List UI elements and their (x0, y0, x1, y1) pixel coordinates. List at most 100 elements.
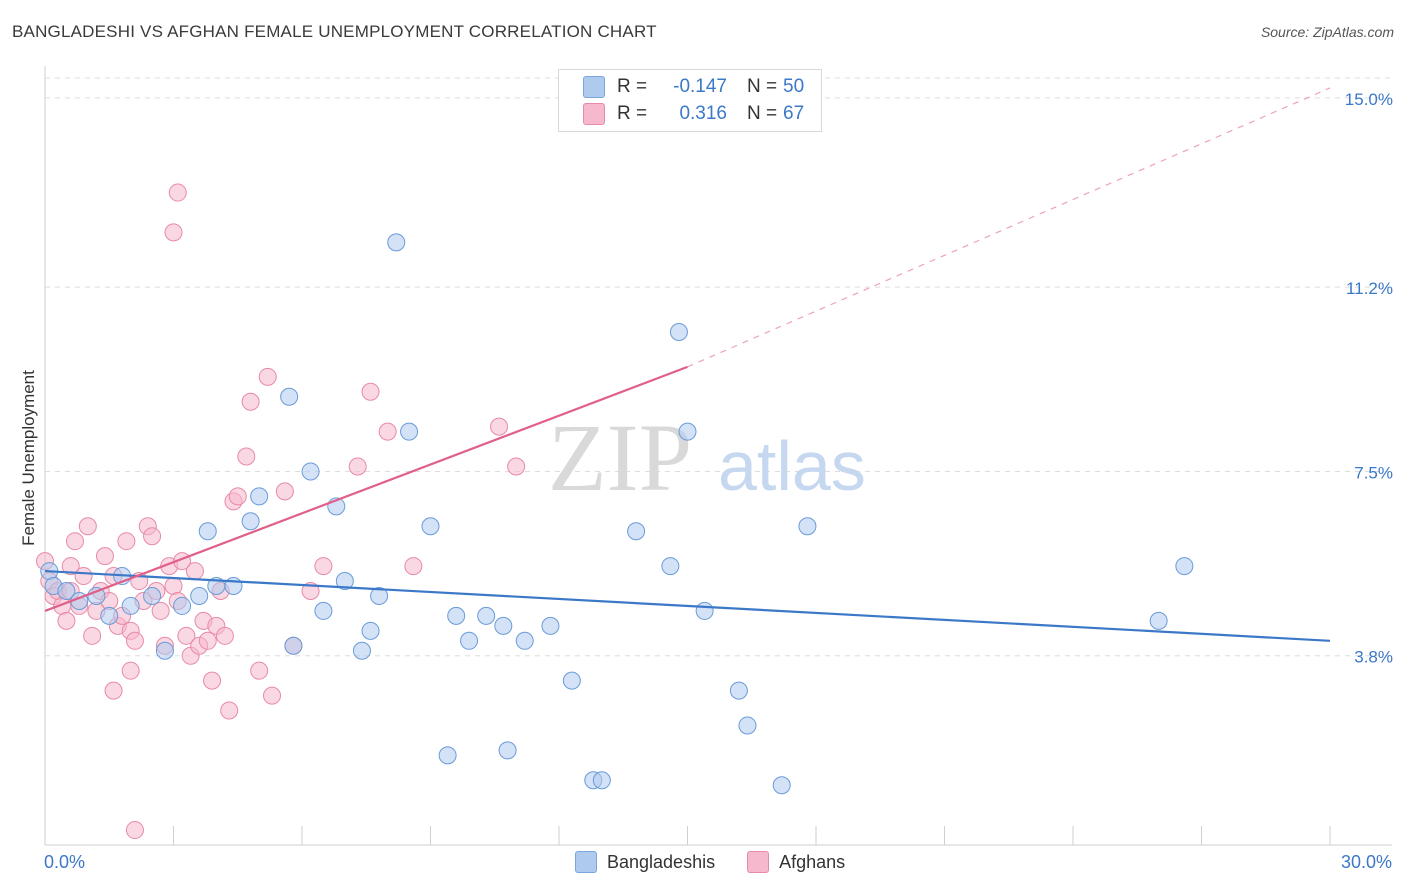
y-tick-label: 15.0% (1345, 90, 1393, 109)
legend-label-bangladeshis: Bangladeshis (607, 851, 716, 872)
data-point-afghan (74, 567, 93, 586)
data-point-bangladeshi (592, 771, 611, 790)
data-point-afghan (203, 671, 222, 690)
pink-swatch-icon (747, 851, 770, 873)
data-point-afghan (314, 557, 333, 576)
data-point-bangladeshi (387, 233, 406, 252)
data-point-bangladeshi (627, 522, 646, 541)
legend-row-afghans: R = 0.316 N = 67 (583, 102, 804, 126)
data-point-afghan (198, 631, 217, 650)
data-point-bangladeshi (494, 616, 513, 635)
data-point-afghan (61, 557, 80, 576)
data-point-bangladeshi (301, 462, 320, 481)
legend-r-value: -0.147 (673, 76, 727, 97)
data-point-afghan (361, 382, 380, 401)
data-point-bangladeshi (198, 522, 217, 541)
legend-r-label: R = (617, 103, 648, 124)
data-point-bangladeshi (361, 621, 380, 640)
series-legend: Bangladeshis Afghans (575, 851, 877, 873)
data-point-afghan (237, 447, 256, 466)
axes (44, 66, 1392, 846)
x-axis-min-label: 0.0% (44, 852, 86, 872)
data-point-afghan (378, 422, 397, 441)
data-point-bangladeshi (143, 586, 162, 605)
source-credit: Source: ZipAtlas.com (1260, 24, 1394, 40)
data-point-afghan (125, 631, 144, 650)
data-point-bangladeshi (314, 601, 333, 620)
y-tick-labels: 3.8% 7.5% 11.2% 15.0% (1345, 90, 1393, 667)
data-point-bangladeshi (729, 681, 748, 700)
trend-line-bangladeshis (44, 569, 1331, 642)
data-point-bangladeshi (87, 586, 106, 605)
legend-r-label: R = (617, 76, 648, 97)
y-tick-label: 11.2% (1346, 279, 1393, 298)
data-point-bangladeshi (241, 512, 260, 531)
data-point-afghan (117, 532, 136, 551)
legend-row-bangladeshis: R = -0.147 N = 50 (583, 75, 804, 99)
data-point-bangladeshi (738, 716, 757, 735)
trend-line-extension-afghans (687, 87, 1331, 368)
data-point-afghan (404, 557, 423, 576)
legend-item-bangladeshis[interactable]: Bangladeshis (575, 851, 715, 873)
chart-title: BANGLADESHI VS AFGHAN FEMALE UNEMPLOYMEN… (12, 22, 657, 41)
legend-n-value: 50 (783, 76, 805, 97)
data-point-afghan (65, 532, 84, 551)
data-point-bangladeshi (447, 606, 466, 625)
data-point-bangladeshi (772, 776, 791, 795)
data-point-afghan (168, 183, 187, 202)
data-point-afghan (250, 661, 269, 680)
series-afghans (36, 183, 526, 840)
data-point-afghan (348, 457, 367, 476)
legend-n-label: N = (747, 103, 778, 124)
data-point-afghan (164, 577, 183, 596)
data-point-afghan (215, 626, 234, 645)
data-point-afghan (275, 482, 294, 501)
data-point-bangladeshi (498, 741, 517, 760)
data-point-afghan (177, 626, 196, 645)
data-point-afghan (57, 611, 76, 630)
blue-swatch-icon (583, 76, 605, 98)
data-point-bangladeshi (541, 616, 560, 635)
data-point-afghan (164, 223, 183, 242)
data-point-bangladeshi (121, 596, 140, 615)
y-tick-label: 7.5% (1354, 463, 1393, 482)
data-point-bangladeshi (798, 517, 817, 536)
data-point-afghan (95, 547, 114, 566)
data-point-bangladeshi (1149, 611, 1168, 630)
data-point-bangladeshi (57, 581, 76, 600)
trend-line-afghans (44, 365, 688, 612)
legend-n-value: 67 (783, 103, 805, 124)
data-point-afghan (490, 417, 509, 436)
legend-item-afghans[interactable]: Afghans (747, 851, 845, 873)
data-point-afghan (220, 701, 239, 720)
data-point-afghan (83, 626, 102, 645)
data-point-afghan (143, 527, 162, 546)
data-point-bangladeshi (438, 746, 457, 765)
data-point-bangladeshi (1175, 557, 1194, 576)
y-axis-label: Female Unemployment (19, 370, 38, 546)
data-point-afghan (78, 517, 97, 536)
data-point-afghan (263, 686, 282, 705)
data-point-afghan (258, 367, 277, 386)
data-point-afghan (241, 392, 260, 411)
data-point-bangladeshi (335, 572, 354, 591)
data-point-bangladeshi (562, 671, 581, 690)
data-point-bangladeshi (280, 387, 299, 406)
data-point-bangladeshi (370, 586, 389, 605)
data-point-bangladeshi (661, 557, 680, 576)
data-point-bangladeshi (284, 636, 303, 655)
blue-swatch-icon (575, 851, 597, 873)
data-point-bangladeshi (250, 487, 269, 506)
watermark-atlas: atlas (718, 427, 866, 505)
data-point-bangladeshi (695, 601, 714, 620)
data-point-bangladeshi (460, 631, 479, 650)
data-point-bangladeshi (173, 596, 192, 615)
data-point-afghan (121, 661, 140, 680)
data-point-bangladeshi (421, 517, 440, 536)
legend-r-value: 0.316 (679, 103, 727, 124)
data-point-bangladeshi (155, 641, 174, 660)
data-point-afghan (125, 821, 144, 840)
data-point-bangladeshi (352, 641, 371, 660)
data-point-bangladeshi (400, 422, 419, 441)
